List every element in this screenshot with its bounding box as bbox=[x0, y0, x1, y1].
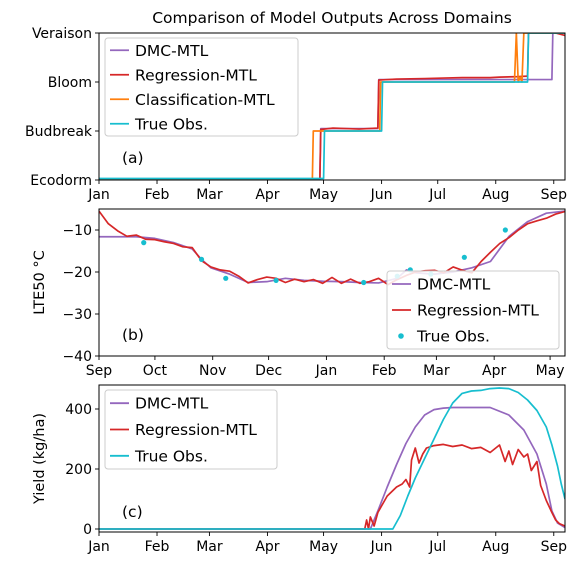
x-tick-label: Apr bbox=[482, 363, 506, 379]
y-tick-label: Bloom bbox=[48, 75, 92, 91]
x-tick-label: Mar bbox=[196, 539, 223, 555]
x-tick-label: Nov bbox=[199, 363, 226, 379]
data-point-true-obs bbox=[502, 227, 508, 233]
x-tick-label: May bbox=[309, 539, 338, 555]
x-tick-label: May bbox=[536, 363, 565, 379]
legend-marker bbox=[398, 333, 404, 339]
x-tick-label: Feb bbox=[145, 187, 170, 203]
x-tick-label: Feb bbox=[372, 363, 397, 379]
x-tick-label: Aug bbox=[482, 539, 509, 555]
data-point-true-obs bbox=[141, 240, 147, 246]
panel-label: (b) bbox=[122, 326, 144, 344]
axes-frame bbox=[98, 208, 566, 357]
x-tick-label: Sep bbox=[541, 187, 568, 203]
y-tick-label: 200 bbox=[65, 462, 92, 478]
legend-label: Regression-MTL bbox=[417, 302, 539, 320]
x-tick-label: Jul bbox=[428, 539, 446, 555]
chart-panel-1: Jan Feb Mar Apr May Jun Jul Aug Sep Ecodorm Budbre… bbox=[25, 26, 567, 203]
y-tick-label: −20 bbox=[62, 265, 92, 281]
series-line-true-obs bbox=[99, 387, 565, 530]
x-tick-label: Jan bbox=[87, 539, 110, 555]
x-tick-label: May bbox=[309, 187, 338, 203]
series-line-regression-mtl bbox=[99, 210, 565, 286]
x-tick-label: Jan bbox=[87, 187, 110, 203]
x-tick-label: Oct bbox=[143, 363, 168, 379]
x-tick-label: Dec bbox=[255, 363, 282, 379]
legend-label: True Obs. bbox=[134, 447, 208, 465]
legend-label: Regression-MTL bbox=[135, 66, 257, 84]
legend-label: DMC-MTL bbox=[417, 276, 491, 294]
legend-label: Classification-MTL bbox=[135, 91, 275, 109]
legend-label: DMC-MTL bbox=[135, 395, 209, 413]
series-line-classification-mtl bbox=[99, 33, 565, 180]
x-tick-label: Jul bbox=[428, 187, 446, 203]
figure-title: Comparison of Model Outputs Across Domai… bbox=[152, 9, 512, 27]
x-tick-label: Apr bbox=[255, 539, 279, 555]
plot-area bbox=[99, 210, 565, 286]
legend-label: True Obs. bbox=[416, 328, 490, 346]
x-tick-label: Jan bbox=[315, 363, 338, 379]
x-tick-label: Mar bbox=[423, 363, 450, 379]
plot-area bbox=[99, 33, 565, 180]
x-tick-label: Sep bbox=[86, 363, 113, 379]
axes-frame bbox=[98, 32, 566, 181]
data-point-true-obs bbox=[198, 256, 205, 262]
legend: DMC-MTL Regression-MTL Classification-MTL T… bbox=[104, 37, 299, 137]
x-tick-label: Sep bbox=[541, 539, 568, 555]
panel-label: (c) bbox=[122, 503, 143, 521]
x-tick-label: Feb bbox=[145, 539, 170, 555]
legend: DMC-MTL Regression-MTL True Obs. bbox=[386, 270, 560, 350]
x-tick-label: Apr bbox=[255, 187, 279, 203]
y-tick-label: −30 bbox=[62, 307, 92, 323]
data-point-true-obs bbox=[361, 279, 367, 286]
axes-frame bbox=[98, 384, 566, 533]
panel-label: (a) bbox=[122, 149, 144, 167]
legend: DMC-MTL Regression-MTL True Obs. bbox=[104, 389, 278, 470]
legend-label: Regression-MTL bbox=[135, 421, 257, 439]
data-point-true-obs bbox=[223, 275, 229, 281]
legend-box bbox=[104, 37, 299, 137]
series-line-dmc-mtl bbox=[99, 406, 565, 530]
y-tick-label: Ecodorm bbox=[30, 173, 92, 189]
y-axis-label: LTE50 °C bbox=[32, 250, 48, 315]
x-tick-label: Mar bbox=[196, 187, 223, 203]
series-line-regression-mtl bbox=[99, 443, 565, 530]
series-line-true-obs bbox=[99, 33, 565, 180]
x-tick-label: Jun bbox=[370, 539, 393, 555]
y-tick-label: 400 bbox=[65, 402, 92, 418]
plot-area bbox=[99, 387, 565, 530]
y-tick-label: 0 bbox=[83, 522, 92, 538]
data-point-true-obs bbox=[461, 254, 467, 260]
legend-label: True Obs. bbox=[134, 115, 208, 133]
x-tick-label: Jun bbox=[370, 187, 393, 203]
y-tick-label: Veraison bbox=[32, 26, 92, 42]
data-point-true-obs bbox=[273, 277, 279, 283]
y-axis-label: Yield (kg/ha) bbox=[32, 413, 48, 505]
y-tick-label: Budbreak bbox=[25, 124, 93, 140]
legend-box bbox=[104, 389, 278, 470]
legend-box bbox=[386, 270, 560, 350]
legend-label: DMC-MTL bbox=[135, 42, 209, 60]
x-tick-label: Aug bbox=[482, 187, 509, 203]
chart-panel-2: Sep Oct Nov Dec Jan Feb Mar Apr May −10 −20 −30 −40 L… bbox=[32, 208, 566, 379]
y-tick-label: −10 bbox=[62, 223, 92, 239]
y-tick-label: −40 bbox=[62, 349, 92, 365]
chart-panel-3: Jan Feb Mar Apr May Jun Jul Aug Sep 0 200 400 Yield … bbox=[32, 384, 568, 555]
